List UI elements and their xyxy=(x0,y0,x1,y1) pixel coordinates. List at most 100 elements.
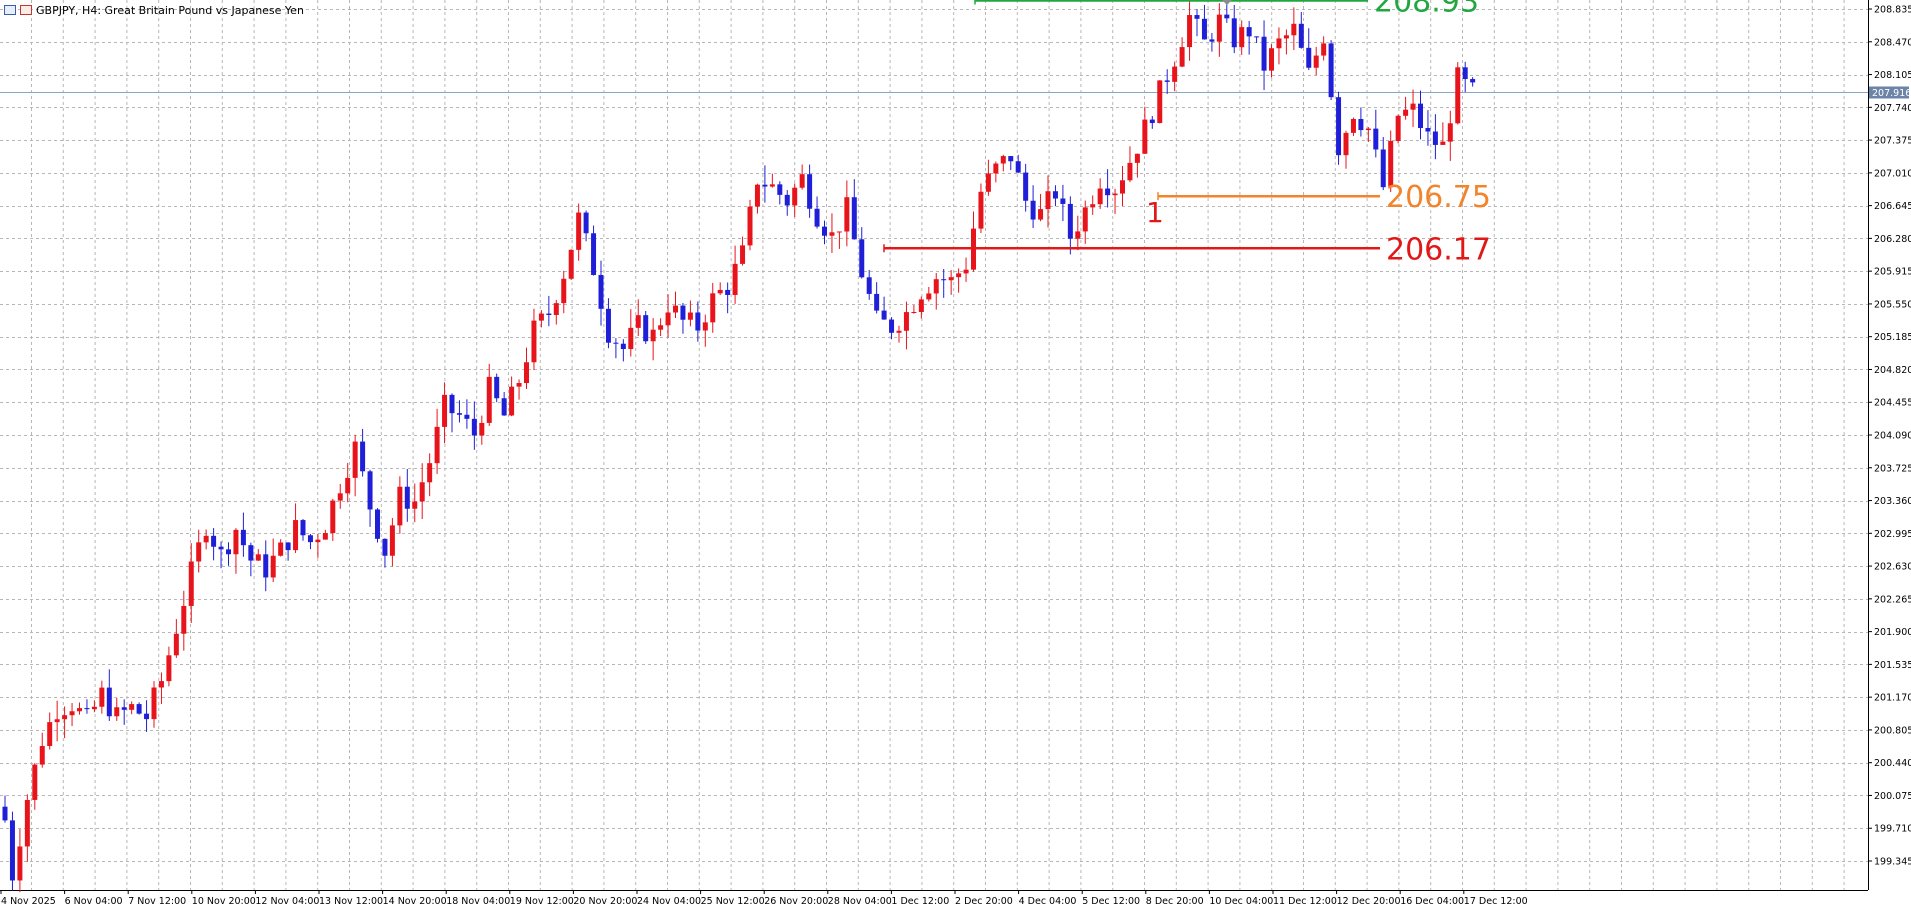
candle-body xyxy=(978,192,983,229)
candle xyxy=(263,540,268,591)
candle-body xyxy=(1187,15,1192,47)
candle-body xyxy=(1329,43,1334,97)
candle-body xyxy=(25,800,30,847)
candle-body xyxy=(1224,15,1229,19)
level-label: 206.75 xyxy=(1386,180,1491,215)
time-tick-label: 10 Dec 04:00 xyxy=(1209,896,1273,907)
candle xyxy=(1202,5,1207,40)
time-tick-label: 18 Nov 04:00 xyxy=(446,896,510,907)
candle-body xyxy=(1090,204,1095,207)
candle-body xyxy=(271,556,276,578)
candle xyxy=(658,318,663,336)
candle xyxy=(99,681,104,714)
symbol-label: GBPJPY, H4: Great Britain Pound vs Japan… xyxy=(36,4,304,17)
candle xyxy=(576,204,581,261)
candle xyxy=(815,197,820,229)
candle-body xyxy=(1008,156,1013,161)
candle-body xyxy=(1306,48,1311,68)
candle-body xyxy=(718,290,723,293)
price-tick-label: 199.710 xyxy=(1874,824,1911,835)
candle-body xyxy=(733,264,738,295)
candle xyxy=(1180,37,1185,67)
time-tick-label: 1 Dec 12:00 xyxy=(891,896,949,907)
price-tick-label: 207.375 xyxy=(1874,136,1911,147)
candle xyxy=(941,269,946,298)
level-206.75[interactable]: 206.75 xyxy=(1158,180,1491,215)
candle xyxy=(494,374,499,403)
candle-body xyxy=(889,320,894,333)
candle xyxy=(1068,196,1073,254)
candle xyxy=(375,508,380,542)
candle xyxy=(889,317,894,339)
price-tick-label: 203.725 xyxy=(1874,463,1911,474)
candle xyxy=(517,379,522,399)
candle-body xyxy=(70,711,75,715)
candle xyxy=(502,392,507,416)
candle xyxy=(1046,175,1051,227)
candle-body xyxy=(949,277,954,280)
candles xyxy=(3,0,1476,892)
candle xyxy=(25,794,30,862)
candle-body xyxy=(897,331,902,333)
candle-body xyxy=(1031,201,1036,220)
candle xyxy=(1344,131,1349,169)
candle-body xyxy=(84,708,89,709)
candle xyxy=(315,534,320,558)
candle xyxy=(256,549,261,561)
candle xyxy=(725,282,730,313)
candle xyxy=(1403,97,1408,120)
candle-body xyxy=(666,312,671,325)
candle-body xyxy=(472,419,477,436)
candle-body xyxy=(286,543,291,551)
chart-header: GBPJPY, H4: Great Britain Pound vs Japan… xyxy=(4,2,304,18)
candle-body xyxy=(226,549,231,554)
candle-body xyxy=(874,294,879,311)
candle xyxy=(986,160,991,196)
candle-body xyxy=(40,746,45,765)
price-tick-label: 205.915 xyxy=(1874,267,1911,278)
price-tick-label: 204.455 xyxy=(1874,398,1911,409)
candle-body xyxy=(1254,36,1259,37)
candle-body xyxy=(420,482,425,501)
candle xyxy=(897,326,902,343)
candle xyxy=(524,348,529,389)
candle-body xyxy=(263,554,268,577)
candle xyxy=(1381,137,1386,190)
candle-body xyxy=(412,501,417,508)
wave-label-1: 1 xyxy=(1146,196,1164,229)
candle-body xyxy=(531,321,536,363)
candle xyxy=(1306,28,1311,70)
candle xyxy=(3,796,8,823)
candle xyxy=(166,647,171,687)
candle-body xyxy=(785,195,790,206)
candle-body xyxy=(777,184,782,195)
chart-window-icon[interactable] xyxy=(4,5,16,15)
candle xyxy=(479,416,484,445)
price-tick-label: 205.550 xyxy=(1874,299,1911,310)
current-price-label: 207.916 xyxy=(1872,88,1911,99)
time-tick-label: 4 Nov 2025 xyxy=(1,896,56,907)
candle xyxy=(1195,9,1200,36)
candle-body xyxy=(1284,35,1289,38)
candle-body xyxy=(315,540,320,542)
candle-body xyxy=(1366,129,1371,130)
candle-body xyxy=(1232,18,1237,47)
candle-body xyxy=(1098,189,1103,205)
candle-body xyxy=(613,343,618,344)
candle-body xyxy=(1269,48,1274,70)
candle xyxy=(829,213,834,253)
scroll-marker-icon[interactable] xyxy=(1222,0,1232,5)
candle-body xyxy=(375,509,380,538)
candle xyxy=(1120,166,1125,206)
candle-body xyxy=(993,164,998,174)
candle xyxy=(1187,1,1192,61)
candle-body xyxy=(680,306,685,320)
candle xyxy=(554,300,559,325)
candle-body xyxy=(129,704,134,710)
chart-bars-icon[interactable] xyxy=(20,5,32,15)
time-tick-label: 11 Dec 12:00 xyxy=(1273,896,1337,907)
candle-body xyxy=(435,427,440,463)
candle xyxy=(1463,62,1468,92)
